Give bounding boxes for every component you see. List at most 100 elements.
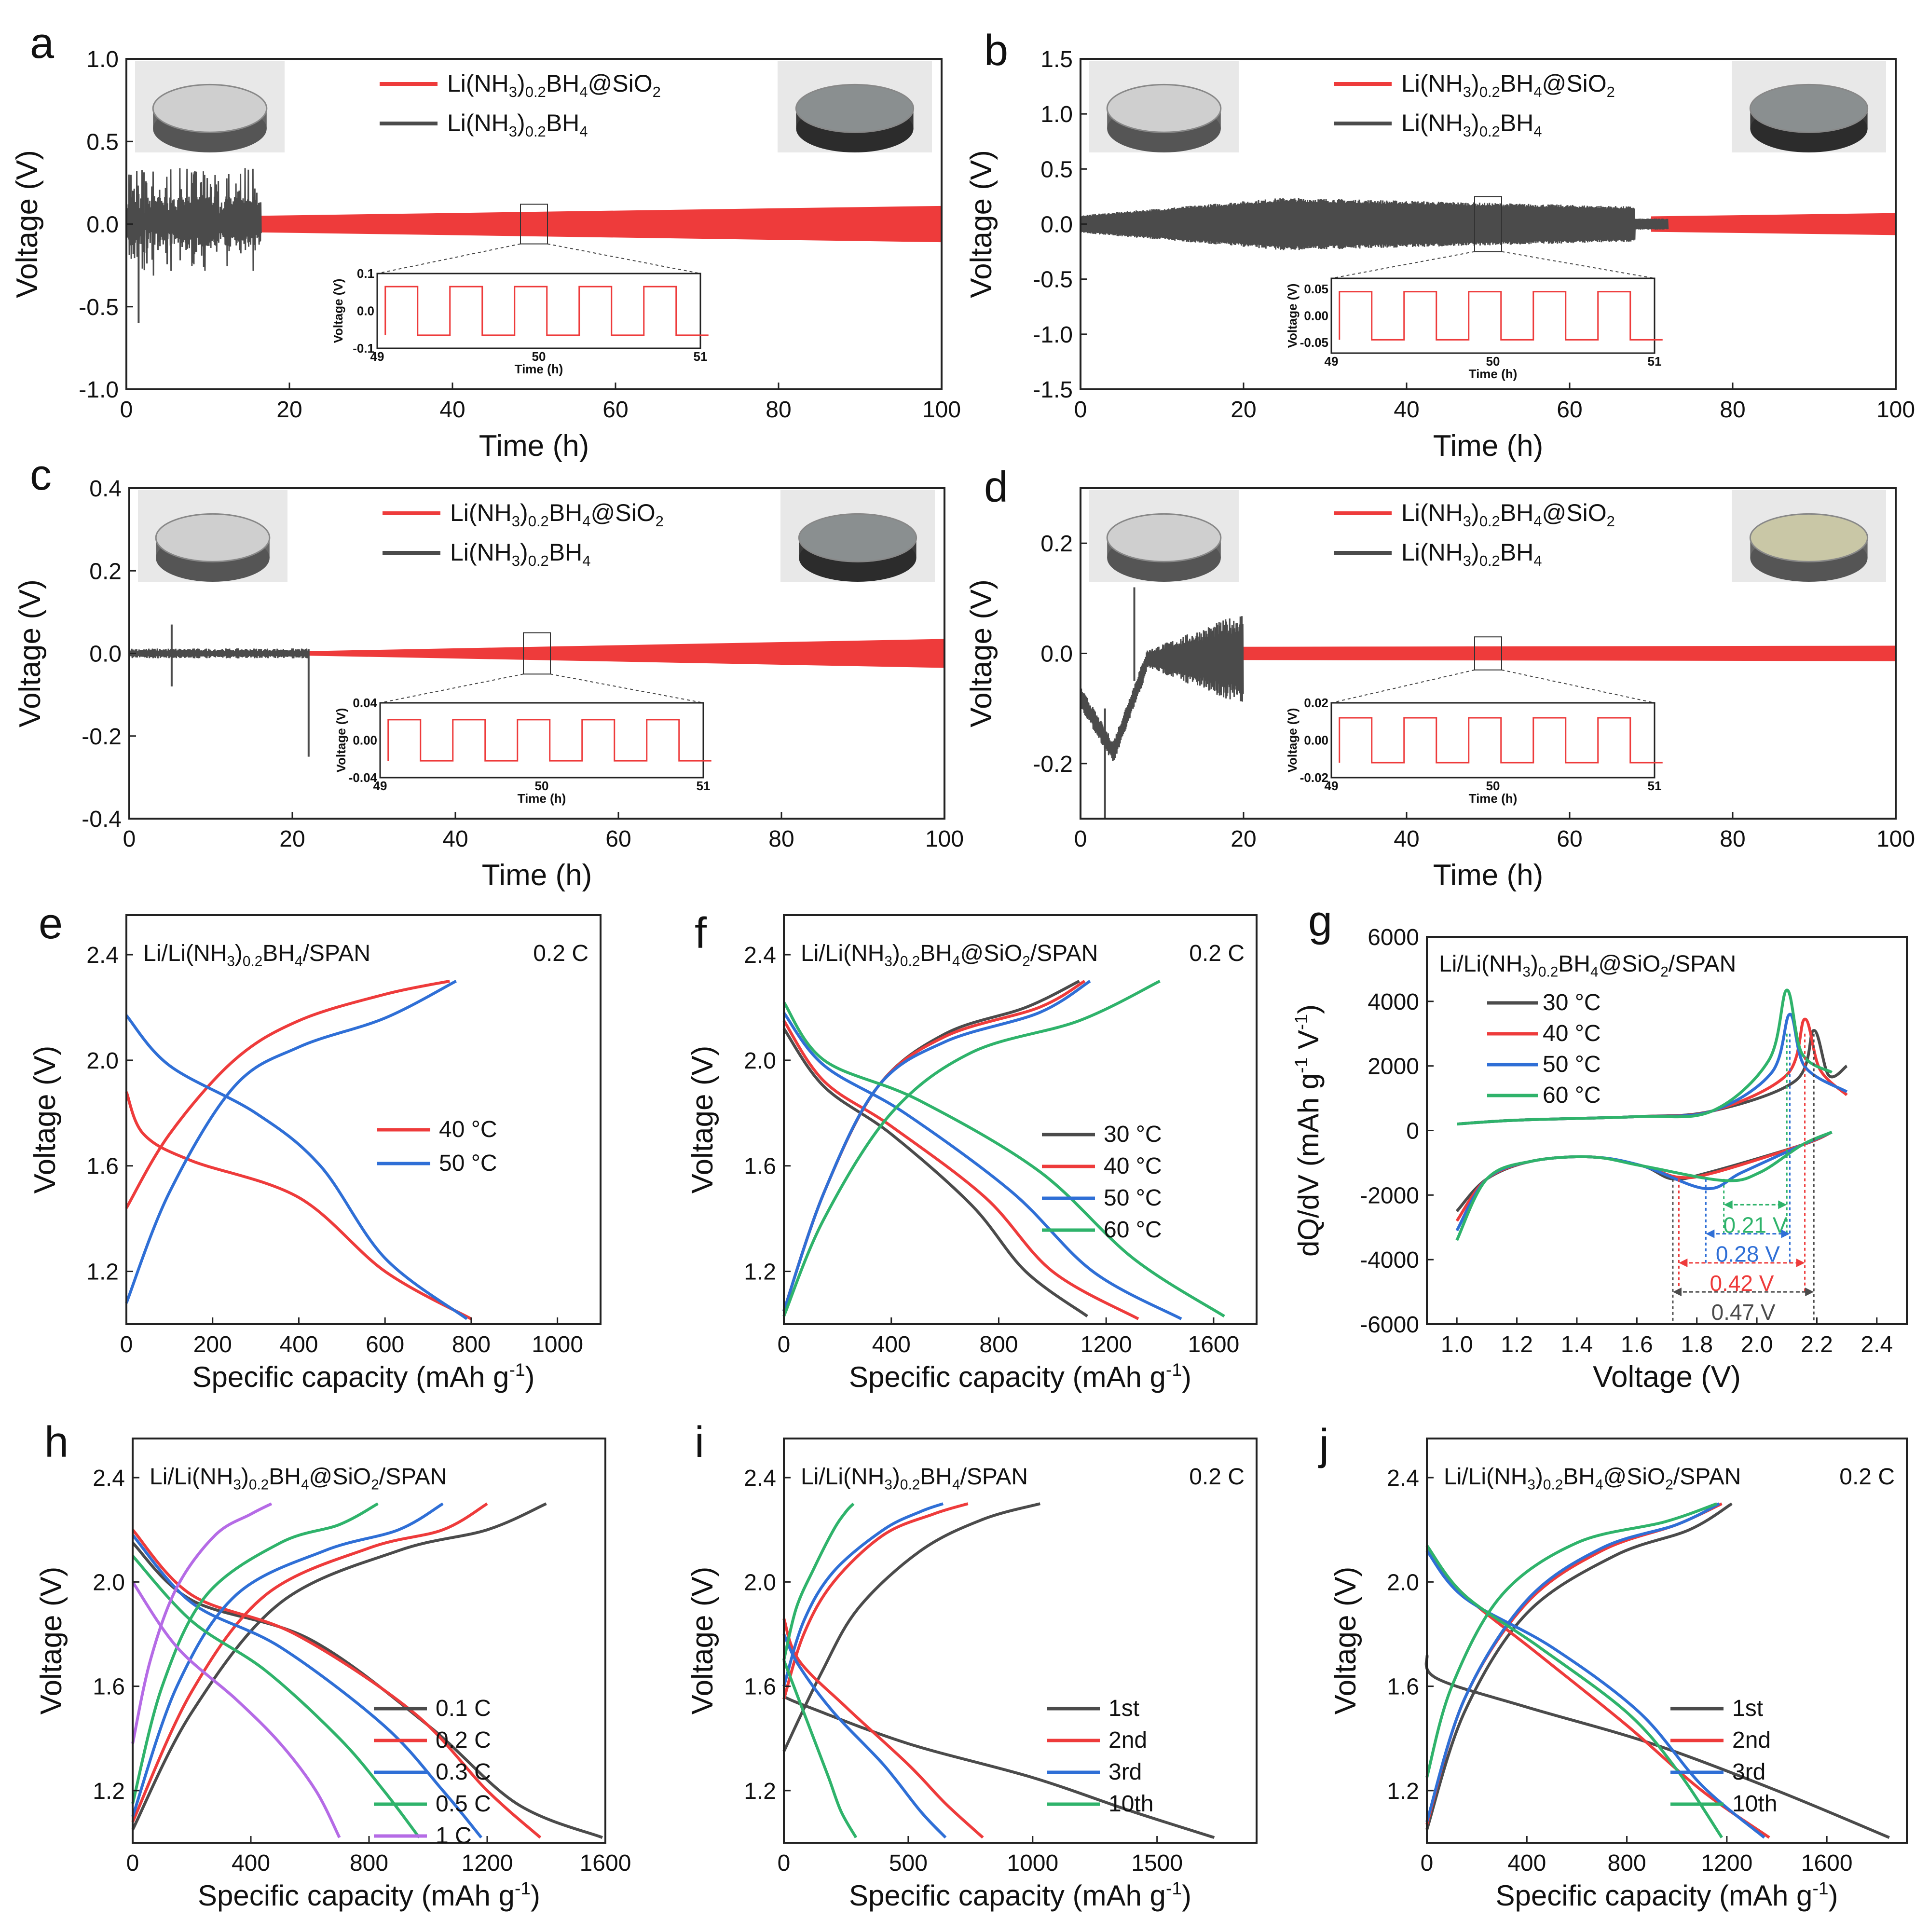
panel-h-xtick-label: 400: [232, 1850, 270, 1876]
series-1-reduction: [1455, 1131, 1833, 1222]
panel-c-ytick-label: 0.0: [89, 642, 122, 667]
zoom-connector: [377, 243, 521, 274]
panel-c-xtick-label: 0: [123, 826, 136, 852]
series-3-charge: [782, 980, 1161, 1317]
panel-h-title-part: ): [241, 1464, 249, 1490]
panel-g-xtick-label: 2.0: [1741, 1332, 1773, 1357]
panel-j-rate: 0.2 C: [1839, 1464, 1895, 1490]
panel-label-f: f: [695, 909, 707, 958]
series-2-discharge: [131, 1534, 483, 1839]
series-2-oxidation: [1456, 1013, 1848, 1126]
panel-e-xtick-label: 800: [452, 1332, 491, 1357]
series-2-discharge: [1425, 1549, 1765, 1839]
panel-j-ylabel: Voltage (V): [1329, 1567, 1362, 1715]
series-sio2-envelope: [1235, 645, 1896, 661]
panel-i-title-part: /SPAN: [960, 1464, 1028, 1490]
panel-j-title-part: 4: [1595, 1477, 1603, 1493]
gap-arrowhead: [1781, 1229, 1790, 1238]
series-1-charge: [1425, 1502, 1723, 1825]
panel-j-ytick-label: 1.6: [1387, 1674, 1419, 1700]
legend-label-bare-part: 0.2: [1479, 552, 1500, 569]
panel-j-title-part: ): [1535, 1464, 1543, 1490]
panel-label-a: a: [30, 19, 55, 68]
panel-f-ytick-label: 1.6: [744, 1154, 776, 1179]
panel-i-xlabel: Specific capacity (mAh g-1): [849, 1878, 1191, 1912]
panel-a-ytick-label: -0.5: [79, 295, 119, 320]
panel-f-ytick-label: 2.4: [744, 943, 776, 968]
panel-e-ytick-label: 1.6: [86, 1154, 119, 1179]
series-0-charge: [125, 979, 450, 1209]
series-2-charge: [1425, 1502, 1720, 1822]
panel-g-ytick-label: 2000: [1368, 1054, 1419, 1080]
legend-label-sio2-part: 0.2: [1479, 513, 1500, 530]
legend-label-sio2-part: BH: [1500, 499, 1533, 526]
panel-i: 0 500 1000 1500 1.2 1.6 2.0 2.4 Specific capacit…: [686, 1418, 1258, 1912]
panel-a-xtick-label: 20: [276, 397, 302, 423]
panel-e-title: Li/Li(NH3)0.2BH4/SPAN: [143, 941, 370, 970]
inset-frame: [379, 702, 704, 779]
legend-label-1: 40 °C: [1104, 1153, 1162, 1179]
gap-label-3: 0.47 V: [1711, 1300, 1776, 1325]
panel-e-title-part: BH: [262, 941, 295, 966]
panel-i-xlabel-part: ): [1182, 1879, 1191, 1912]
panel-j-ytick-label: 2.0: [1387, 1570, 1419, 1595]
legend-label-bare-part: 3: [1463, 123, 1471, 140]
panel-g-title-part: ): [1531, 951, 1538, 977]
legend-label-sio2-part: 0.2: [1479, 83, 1500, 100]
series-0-discharge: [1424, 1654, 1890, 1839]
panel-g-xtick-label: 1.6: [1621, 1332, 1653, 1357]
series-0-discharge: [131, 1542, 603, 1839]
inset-ylabel: Voltage (V): [331, 279, 345, 343]
panel-f-title: Li/Li(NH3)0.2BH4@SiO2/SPAN: [801, 941, 1098, 970]
panel-c-xtick-label: 20: [279, 826, 305, 852]
panel-f-xlabel-part: -1: [1166, 1359, 1182, 1380]
inset-ytick-label: -0.02: [1300, 770, 1328, 785]
panel-e-xtick-label: 1000: [532, 1332, 583, 1357]
legend-label-1: 40 °C: [1543, 1021, 1601, 1046]
panel-e-xtick-label: 400: [279, 1332, 318, 1357]
panel-e-xtick-label: 0: [120, 1332, 133, 1357]
panel-f-xtick-label: 1600: [1188, 1332, 1240, 1357]
panel-d-ylabel: Voltage (V): [965, 579, 998, 727]
panel-f-xtick-label: 1200: [1081, 1332, 1132, 1357]
legend-label-sio2-part: ): [517, 70, 525, 97]
panel-e: 0 200 400 600 800 1000 1.2 1.6 2.0 2.4 Specific ca…: [28, 900, 602, 1393]
legend-label-bare-part: ): [1471, 110, 1479, 137]
panel-e-title-part: Li/Li(NH: [143, 941, 227, 966]
panel-h-ytick-label: 1.6: [93, 1674, 125, 1700]
panel-e-title-part: 0.2: [243, 954, 262, 970]
panel-g-xtick-label: 2.2: [1801, 1332, 1833, 1357]
legend-label-sio2-part: @SiO: [1542, 499, 1607, 526]
inset-ylabel: Voltage (V): [334, 708, 348, 773]
panel-b-ylabel: Voltage (V): [965, 150, 998, 298]
panel-label-h: h: [44, 1418, 68, 1466]
series-2-charge: [131, 1502, 444, 1817]
panel-j: 0 400 800 1200 1600 1.2 1.6 2.0 2.4 Specific capa…: [1318, 1421, 1908, 1912]
panel-b-ytick-label: 0.5: [1040, 157, 1073, 182]
panel-f-xlabel-part: Specific capacity (mAh g: [849, 1361, 1166, 1393]
legend-label-0: 30 °C: [1104, 1122, 1162, 1147]
inset-ytick-label: 0.00: [353, 733, 377, 748]
panel-i-ytick-label: 1.2: [744, 1779, 776, 1804]
legend-label-sio2-part: 4: [579, 83, 588, 100]
zoom-connector: [380, 673, 524, 703]
panel-g-ytick-label: -4000: [1360, 1247, 1419, 1273]
inset-trace: [387, 719, 711, 762]
photo-after-top: [798, 513, 917, 562]
legend-label-bare-part: 3: [1463, 552, 1471, 569]
panel-label-e: e: [39, 900, 63, 948]
panel-d: 0 20 40 60 80 100 -0.2 0.0 0.2 Time (h) Voltage (V…: [965, 463, 1915, 892]
panel-c: 0 20 40 60 80 100 -0.4 -0.2 0.0 0.2 0.4 Time (h) Vol…: [14, 451, 964, 892]
panel-i-ytick-label: 2.0: [744, 1570, 776, 1595]
panel-g-ytick-label: 6000: [1368, 925, 1419, 950]
series-3-charge: [1425, 1502, 1718, 1778]
zoom-connector: [1501, 669, 1655, 703]
panel-c-xtick-label: 40: [442, 826, 468, 852]
legend-label-sio2-part: @SiO: [588, 70, 653, 97]
panel-i-title-part: Li/Li(NH: [801, 1464, 884, 1490]
photo-after-top: [1749, 513, 1869, 562]
panel-f: 0 400 800 1200 1600 1.2 1.6 2.0 2.4 Specific capa…: [686, 909, 1258, 1393]
panel-f-title-part: @SiO: [960, 941, 1023, 966]
legend-label-sio2-part: 2: [1607, 83, 1615, 100]
panel-b-xtick-label: 0: [1074, 397, 1087, 423]
